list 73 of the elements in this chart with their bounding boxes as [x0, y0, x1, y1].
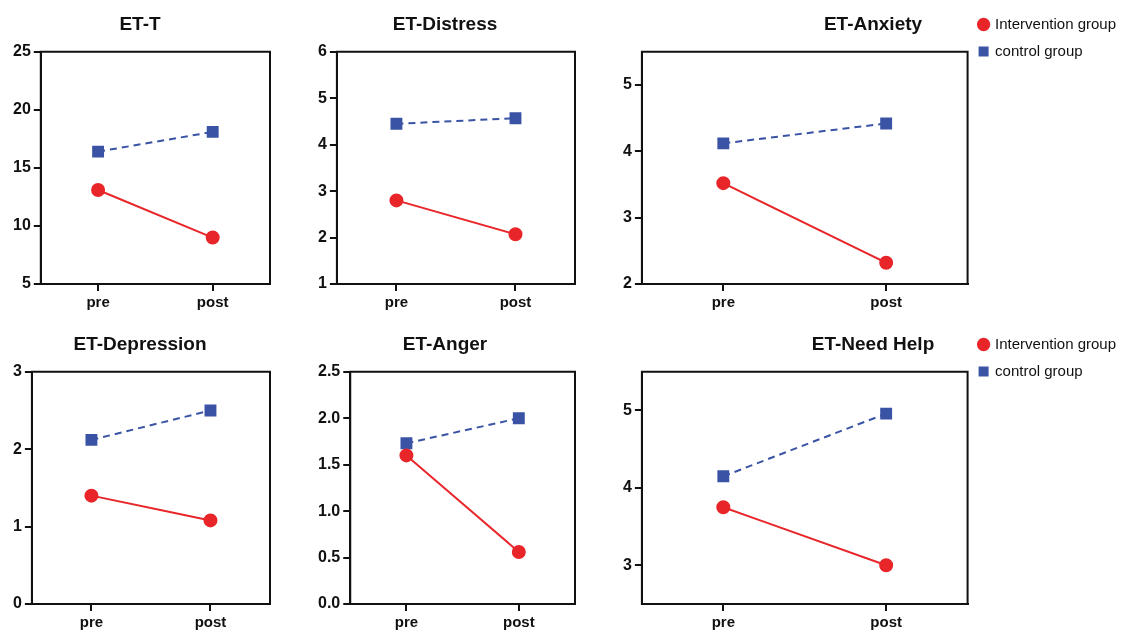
y-tick-label: 2 — [317, 227, 327, 245]
y-tick-label: 1.5 — [317, 455, 341, 473]
y-tick-label: 2.0 — [317, 408, 341, 426]
y-tick-label: 0.0 — [317, 594, 341, 612]
legend-label: Intervention group — [995, 14, 1117, 32]
y-tick-label: 15 — [13, 158, 31, 176]
point — [880, 407, 893, 420]
chart-title: ET-Anger — [402, 332, 488, 354]
x-tick-label: pre — [79, 613, 104, 631]
point — [92, 145, 105, 158]
y-tick-label: 1.0 — [317, 501, 341, 519]
y-tick-label: 5 — [622, 75, 632, 93]
point — [512, 412, 525, 425]
legend-label: control group — [995, 361, 1083, 379]
y-tick-label: 5 — [622, 400, 632, 418]
legend-label: Intervention group — [995, 334, 1117, 352]
y-tick-label: 0 — [12, 594, 22, 612]
chart-title: ET-Distress — [392, 12, 498, 34]
point — [508, 227, 523, 242]
y-tick-label: 1 — [317, 274, 327, 292]
x-tick-label: pre — [394, 613, 419, 631]
x-tick-label: pre — [711, 613, 735, 631]
y-tick-label: 4 — [317, 135, 327, 153]
point — [91, 182, 106, 197]
chart-title: ET-Depression — [73, 332, 207, 354]
y-tick-label: 3 — [12, 362, 22, 380]
point — [84, 488, 99, 503]
x-tick-label: pre — [86, 293, 110, 311]
point — [511, 544, 526, 559]
legend-label: control group — [995, 41, 1083, 59]
point — [205, 230, 220, 245]
chart-title: ET-Need Help — [811, 332, 935, 354]
x-tick-label: post — [499, 293, 532, 311]
y-tick-label: 5 — [21, 274, 31, 292]
x-tick-label: pre — [711, 293, 735, 311]
y-tick-label: 20 — [13, 100, 31, 118]
chart-title: ET-Anxiety — [823, 12, 923, 34]
y-tick-label: 6 — [317, 42, 327, 60]
y-tick-label: 10 — [13, 216, 31, 234]
point — [400, 437, 413, 450]
y-tick-label: 2 — [622, 274, 632, 292]
x-tick-label: post — [194, 613, 227, 631]
point — [399, 448, 414, 463]
x-tick-label: pre — [384, 293, 409, 311]
y-tick-label: 0.5 — [317, 547, 341, 565]
point — [880, 117, 893, 130]
y-tick-label: 25 — [13, 42, 31, 60]
point — [509, 112, 522, 125]
point — [203, 513, 218, 528]
x-tick-label: post — [196, 293, 229, 311]
x-tick-label: post — [502, 613, 535, 631]
y-tick-label: 2.5 — [317, 362, 341, 380]
point — [717, 137, 730, 150]
point — [206, 125, 219, 138]
y-tick-label: 4 — [622, 141, 632, 159]
point — [716, 176, 731, 191]
point — [879, 558, 894, 573]
point — [389, 193, 404, 208]
y-tick-label: 2 — [12, 439, 22, 457]
y-tick-label: 5 — [317, 88, 327, 106]
y-tick-label: 3 — [622, 555, 632, 573]
x-tick-label: post — [870, 613, 902, 631]
point — [879, 255, 894, 270]
x-tick-label: post — [870, 293, 902, 311]
y-tick-label: 3 — [317, 181, 327, 199]
y-tick-label: 3 — [622, 208, 632, 226]
chart-title: ET-T — [119, 12, 161, 34]
point — [717, 470, 730, 483]
y-tick-label: 4 — [622, 478, 632, 496]
point — [85, 433, 98, 446]
y-tick-label: 1 — [12, 517, 22, 535]
point — [390, 117, 403, 130]
point — [716, 500, 731, 515]
